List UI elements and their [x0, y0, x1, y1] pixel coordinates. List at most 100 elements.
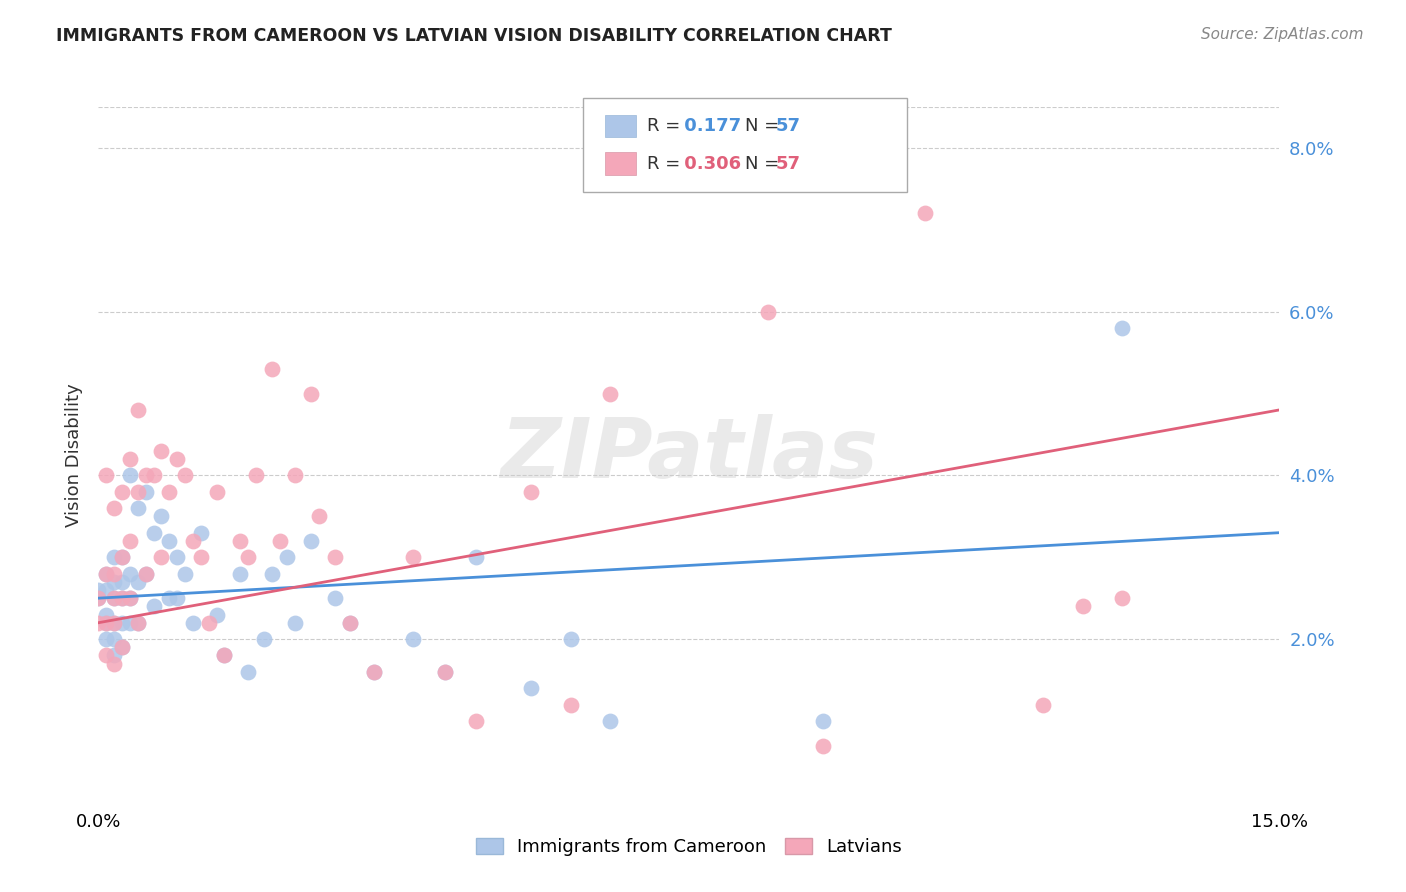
- Point: [245, 468, 267, 483]
- Point: [323, 550, 346, 565]
- Point: [111, 574, 134, 589]
- Text: 57: 57: [776, 154, 801, 172]
- Point: [150, 550, 173, 565]
- Point: [103, 566, 125, 581]
- Point: [214, 648, 236, 663]
- Point: [127, 484, 149, 499]
- Point: [127, 403, 149, 417]
- Point: [299, 533, 322, 548]
- Point: [118, 615, 141, 630]
- Point: [166, 452, 188, 467]
- Point: [1111, 591, 1133, 606]
- Point: [157, 533, 180, 548]
- Point: [111, 640, 134, 655]
- Point: [599, 714, 621, 728]
- Point: [111, 591, 134, 606]
- Point: [214, 648, 236, 663]
- Point: [520, 484, 543, 499]
- Point: [433, 665, 456, 679]
- Point: [1071, 599, 1094, 614]
- Point: [103, 615, 125, 630]
- Point: [87, 582, 110, 597]
- Point: [174, 468, 197, 483]
- Point: [96, 582, 118, 597]
- Point: [229, 566, 252, 581]
- Point: [103, 632, 125, 646]
- Point: [103, 615, 125, 630]
- Point: [260, 566, 283, 581]
- Point: [142, 468, 165, 483]
- Point: [269, 533, 291, 548]
- Point: [205, 484, 228, 499]
- Point: [811, 739, 834, 753]
- Point: [87, 591, 110, 606]
- Point: [465, 714, 488, 728]
- Point: [103, 657, 125, 671]
- Point: [150, 443, 173, 458]
- Point: [96, 468, 118, 483]
- Point: [150, 509, 173, 524]
- Point: [914, 206, 936, 220]
- Point: [190, 550, 212, 565]
- Point: [197, 615, 219, 630]
- Point: [253, 632, 276, 646]
- Point: [87, 615, 110, 630]
- Text: IMMIGRANTS FROM CAMEROON VS LATVIAN VISION DISABILITY CORRELATION CHART: IMMIGRANTS FROM CAMEROON VS LATVIAN VISI…: [56, 27, 893, 45]
- Point: [433, 665, 456, 679]
- Point: [229, 533, 252, 548]
- Point: [299, 386, 322, 401]
- Text: ZIPatlas: ZIPatlas: [501, 415, 877, 495]
- Point: [363, 665, 385, 679]
- Point: [402, 632, 425, 646]
- Point: [111, 615, 134, 630]
- Point: [260, 362, 283, 376]
- Point: [323, 591, 346, 606]
- Text: N =: N =: [745, 154, 785, 172]
- Point: [111, 550, 134, 565]
- Point: [118, 591, 141, 606]
- Point: [103, 501, 125, 516]
- Text: R =: R =: [647, 154, 686, 172]
- Point: [96, 648, 118, 663]
- Point: [118, 452, 141, 467]
- Point: [103, 648, 125, 663]
- Point: [103, 550, 125, 565]
- Point: [308, 509, 330, 524]
- Point: [157, 591, 180, 606]
- Point: [205, 607, 228, 622]
- Point: [127, 615, 149, 630]
- Point: [363, 665, 385, 679]
- Point: [103, 591, 125, 606]
- Point: [756, 304, 779, 318]
- Point: [135, 468, 157, 483]
- Point: [166, 591, 188, 606]
- Point: [96, 632, 118, 646]
- Point: [111, 550, 134, 565]
- Text: 0.306: 0.306: [678, 154, 741, 172]
- Text: N =: N =: [745, 118, 785, 136]
- Point: [599, 386, 621, 401]
- Point: [1111, 321, 1133, 335]
- Point: [96, 615, 118, 630]
- Point: [111, 484, 134, 499]
- Legend: Immigrants from Cameroon, Latvians: Immigrants from Cameroon, Latvians: [468, 830, 910, 863]
- Point: [118, 468, 141, 483]
- Point: [465, 550, 488, 565]
- Point: [135, 566, 157, 581]
- Point: [103, 574, 125, 589]
- Point: [339, 615, 361, 630]
- Point: [127, 574, 149, 589]
- Point: [811, 714, 834, 728]
- Point: [284, 468, 307, 483]
- Point: [284, 615, 307, 630]
- Point: [276, 550, 298, 565]
- Point: [96, 566, 118, 581]
- Point: [157, 484, 180, 499]
- Point: [402, 550, 425, 565]
- Point: [135, 484, 157, 499]
- Text: R =: R =: [647, 118, 686, 136]
- Point: [118, 591, 141, 606]
- Point: [142, 525, 165, 540]
- Point: [87, 591, 110, 606]
- Point: [560, 698, 582, 712]
